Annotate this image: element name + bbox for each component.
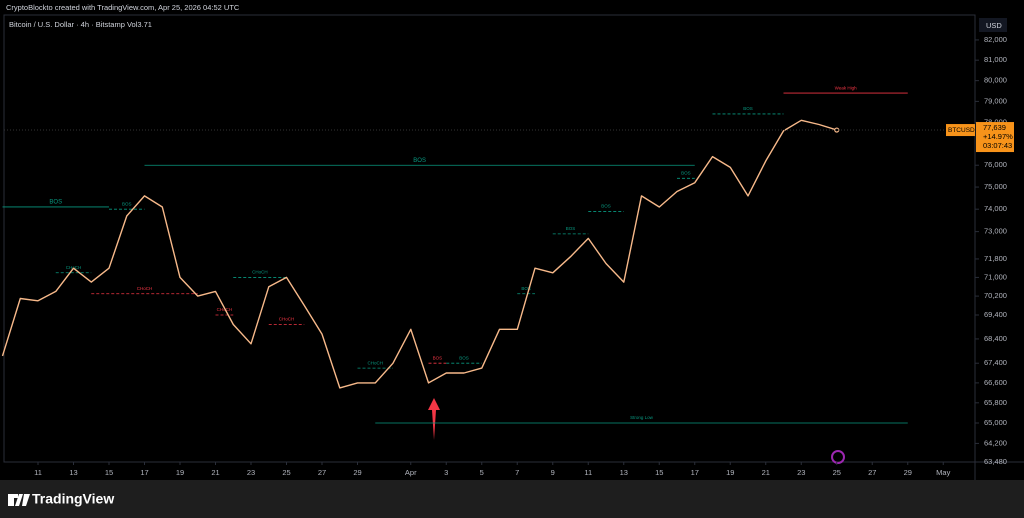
x-tick-label: 7	[515, 468, 519, 477]
structure-label: BOS	[521, 286, 531, 291]
bar-countdown: 03:07:43	[983, 141, 1012, 150]
x-tick-label: 19	[176, 468, 184, 477]
structure-label: BOS	[413, 158, 426, 164]
y-tick-label: 78,000	[984, 117, 1007, 126]
price-change: +14.97%	[983, 132, 1013, 141]
y-tick-label: 80,000	[984, 76, 1007, 85]
y-tick-label: 66,600	[984, 378, 1007, 387]
brand-logo	[8, 494, 30, 506]
structure-label: BOS	[566, 226, 576, 231]
arrow-marker	[428, 398, 440, 440]
last-price: 77,639	[983, 123, 1006, 132]
chart-title: Bitcoin / U.S. Dollar · 4h · Bitstamp Vo…	[9, 20, 152, 29]
y-tick-label: 65,000	[984, 418, 1007, 427]
price-tag	[976, 122, 1014, 153]
y-tick-label: 76,000	[984, 160, 1007, 169]
x-tick-label: 25	[282, 468, 290, 477]
structure-label: BOS	[49, 200, 62, 206]
x-tick-label: 23	[247, 468, 255, 477]
structure-label: BOS	[459, 355, 469, 360]
currency-box	[979, 18, 1007, 32]
symbol-label: BTCUSD	[948, 127, 975, 134]
structure-label: BOS	[681, 170, 691, 175]
x-tick-label: 25	[833, 468, 841, 477]
x-tick-label: 19	[726, 468, 734, 477]
y-tick-label: 70,200	[984, 291, 1007, 300]
x-tick-label: 11	[34, 468, 42, 477]
brand: TradingView	[32, 491, 114, 507]
x-tick-label: 21	[762, 468, 770, 477]
price-line	[1, 119, 838, 389]
y-tick-label: 65,800	[984, 398, 1007, 407]
y-tick-label: 74,000	[984, 204, 1007, 213]
y-tick-label: 73,000	[984, 227, 1007, 236]
x-tick-label: 23	[797, 468, 805, 477]
y-tick-label: 68,400	[984, 334, 1007, 343]
y-tick-label: 79,000	[984, 96, 1007, 105]
y-tick-label: 63,480	[984, 457, 1007, 466]
x-tick-label: 13	[69, 468, 77, 477]
x-tick-label: 29	[904, 468, 912, 477]
x-tick-label: 5	[480, 468, 484, 477]
footer-bar	[0, 480, 1024, 518]
x-tick-label: 17	[140, 468, 148, 477]
structure-label: BOS	[122, 201, 132, 206]
x-tick-label: May	[936, 468, 950, 477]
y-tick-label: 81,000	[984, 55, 1007, 64]
header: CryptoBlockto created with TradingView.c…	[6, 3, 240, 12]
structure-label: CHoCH	[217, 307, 233, 312]
structure-label: CHoCH	[137, 286, 153, 291]
structure-label: CHoCH	[279, 317, 295, 322]
structure-label: BOS	[433, 355, 443, 360]
event-icon	[831, 450, 845, 464]
x-tick-label: 9	[551, 468, 555, 477]
y-tick-label: 71,800	[984, 254, 1007, 263]
x-tick-label: 13	[620, 468, 628, 477]
x-tick-label: 27	[318, 468, 326, 477]
structure-label: BOS	[743, 106, 753, 111]
y-tick-label: 75,000	[984, 182, 1007, 191]
structure-label: Weak High	[835, 85, 857, 90]
x-tick-label: 29	[353, 468, 361, 477]
structure-label: BOS	[601, 204, 611, 209]
y-tick-label: 71,000	[984, 272, 1007, 281]
x-tick-label: 27	[868, 468, 876, 477]
y-tick-label: 69,400	[984, 310, 1007, 319]
x-tick-label: 17	[691, 468, 699, 477]
structure-label: Strong Low	[630, 415, 654, 420]
x-tick-label: Apr	[405, 468, 417, 477]
x-tick-label: 11	[584, 468, 592, 477]
x-tick-label: 21	[211, 468, 219, 477]
x-tick-label: 3	[444, 468, 448, 477]
symbol-tag	[946, 124, 975, 137]
structure-label: CHoCH	[252, 270, 268, 275]
y-tick-label: 82,000	[984, 35, 1007, 44]
y-tick-label: 67,400	[984, 358, 1007, 367]
y-tick-label: 64,200	[984, 438, 1007, 447]
structure-label: CHoCH	[66, 265, 82, 270]
structure-label: CHoCH	[367, 360, 383, 365]
x-tick-label: 15	[655, 468, 663, 477]
plot-area	[3, 14, 976, 463]
x-tick-label: 15	[105, 468, 113, 477]
currency: USD	[986, 21, 1002, 30]
